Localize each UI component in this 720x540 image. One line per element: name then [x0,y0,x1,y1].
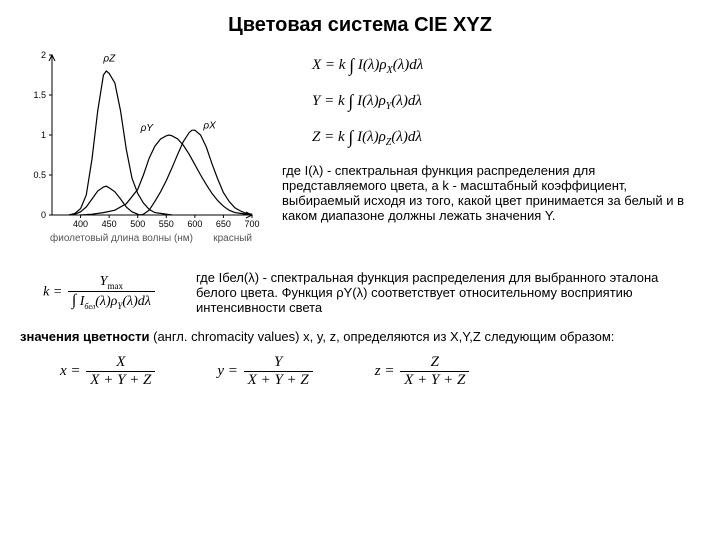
chrom-x: x = XX + Y + Z [60,354,157,389]
svg-text:1.5: 1.5 [33,90,46,100]
svg-text:ρZ: ρZ [102,53,116,64]
formulas-and-para1: X = k ∫ I(λ)ρX(λ)dλ Y = k ∫ I(λ)ρY(λ)dλ … [282,47,700,223]
chromaticity-intro: значения цветности (англ. chromacity val… [20,329,700,344]
k-numerator: Ymax [68,274,155,292]
page-title: Цветовая система CIE XYZ [20,14,700,37]
chrom-strong: значения цветности [20,329,150,344]
chrom-y-lhs: y = [217,363,238,379]
chrom-z-den: X + Y + Z [400,372,469,389]
chrom-y: y = YX + Y + Z [217,354,314,389]
xyz-formulas: X = k ∫ I(λ)ρX(λ)dλ Y = k ∫ I(λ)ρY(λ)dλ … [312,47,700,155]
chrom-rest: (англ. chromacity values) x, y, z, опред… [150,329,615,344]
chrom-z: z = ZX + Y + Z [375,354,472,389]
svg-text:0.5: 0.5 [33,170,46,180]
spectral-chart: 0 0.5 1 1.5 2 400 450 500 550 600 650 700 ρZ ρY ρX длин… [20,47,270,260]
chrom-y-num: Y [244,354,313,372]
chrom-z-num: Z [400,354,469,372]
row-chart-formulas: 0 0.5 1 1.5 2 400 450 500 550 600 650 700 ρZ ρY ρX длин… [20,47,700,260]
svg-text:550: 550 [159,219,174,229]
k-denominator: ∫ Iбел(λ)ρY(λ)dλ [68,292,155,311]
k-lhs: k = [43,285,62,300]
svg-text:650: 650 [216,219,231,229]
chrom-x-lhs: x = [60,363,81,379]
paragraph-1: где I(λ) - спектральная функция распреде… [282,163,700,223]
svg-text:600: 600 [187,219,202,229]
chromaticity-formulas: x = XX + Y + Z y = YX + Y + Z z = ZX + Y… [60,354,700,389]
svg-text:2: 2 [41,50,46,60]
svg-text:ρY: ρY [140,123,155,134]
svg-text:700: 700 [244,219,259,229]
svg-text:450: 450 [102,219,117,229]
chrom-y-den: X + Y + Z [244,372,313,389]
svg-text:красный: красный [213,233,252,244]
svg-text:1: 1 [41,130,46,140]
svg-text:500: 500 [130,219,145,229]
chrom-z-lhs: z = [375,363,395,379]
chrom-x-num: X [86,354,155,372]
svg-text:ρX: ρX [202,121,216,132]
svg-text:длина волны (нм): длина волны (нм) [111,233,193,244]
row-k-formula: k = Ymax ∫ Iбел(λ)ρY(λ)dλ где Iбел(λ) - … [20,270,700,315]
chrom-x-den: X + Y + Z [86,372,155,389]
formula-y: Y = k ∫ I(λ)ρY(λ)dλ [312,83,700,119]
svg-text:400: 400 [73,219,88,229]
paragraph-2: где Iбел(λ) - спектральная функция распр… [196,270,700,315]
svg-text:0: 0 [41,210,46,220]
svg-text:фиолетовый: фиолетовый [50,232,108,244]
formula-x: X = k ∫ I(λ)ρX(λ)dλ [312,47,700,83]
formula-z: Z = k ∫ I(λ)ρZ(λ)dλ [312,119,700,155]
k-formula: k = Ymax ∫ Iбел(λ)ρY(λ)dλ [20,274,180,311]
